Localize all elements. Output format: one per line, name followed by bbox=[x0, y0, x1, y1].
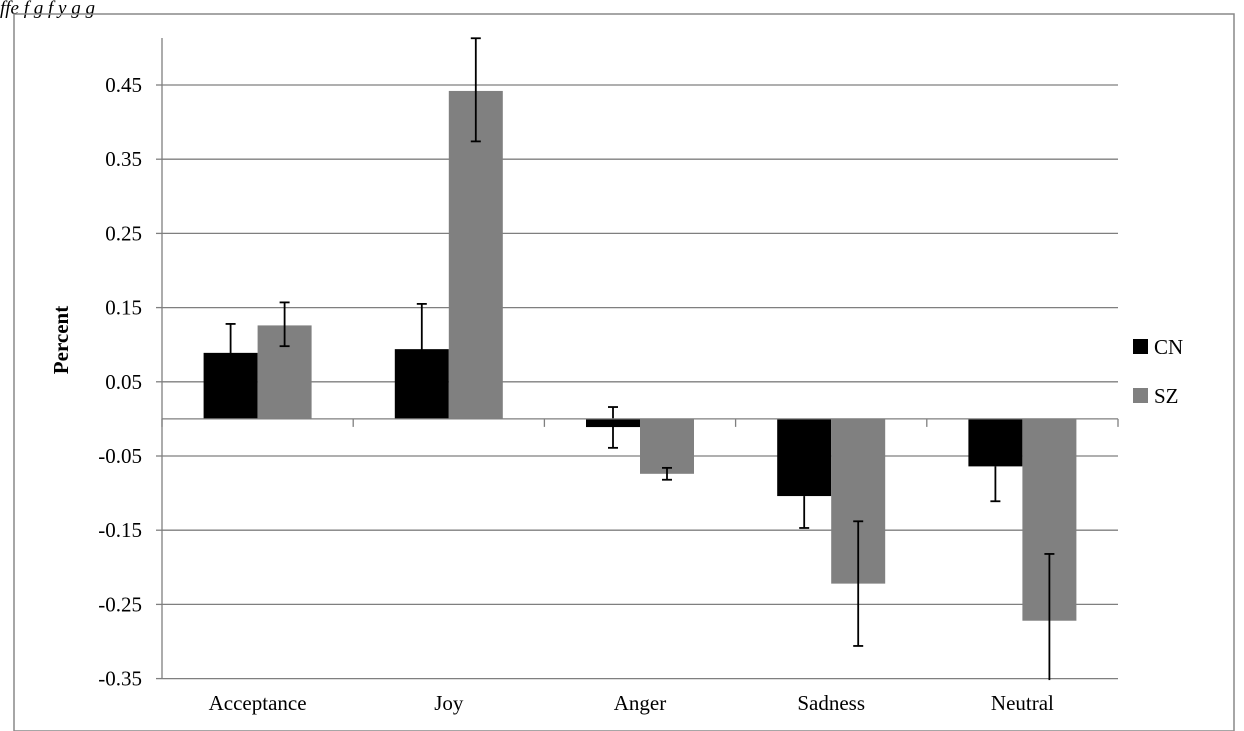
y-tick-label: -0.05 bbox=[98, 444, 142, 468]
y-tick-label: -0.35 bbox=[98, 667, 142, 691]
x-tick-label: Acceptance bbox=[209, 691, 307, 715]
bar-cn bbox=[777, 418, 832, 497]
x-tick-label: Joy bbox=[434, 691, 464, 715]
bar-sz bbox=[640, 418, 694, 474]
x-tick-label: Anger bbox=[614, 691, 666, 715]
bar-cn bbox=[968, 418, 1023, 467]
x-tick-labels: Acceptance Joy Anger Sadness Neutral bbox=[209, 691, 1054, 715]
axes bbox=[161, 38, 1119, 679]
y-tick-label: -0.15 bbox=[98, 518, 142, 542]
legend-swatch-sz bbox=[1133, 388, 1148, 403]
legend: CN SZ bbox=[1133, 335, 1183, 408]
bars bbox=[203, 90, 1077, 621]
bar-sz bbox=[448, 90, 503, 419]
legend-label-cn: CN bbox=[1154, 335, 1183, 359]
y-tick-label: -0.25 bbox=[98, 592, 142, 616]
error-bars bbox=[225, 37, 1055, 681]
gridlines bbox=[156, 84, 1118, 680]
y-tick-label: 0.45 bbox=[105, 73, 142, 97]
y-tick-label: 0.05 bbox=[105, 370, 142, 394]
legend-swatch-cn bbox=[1133, 339, 1148, 354]
chart-border bbox=[13, 13, 1235, 731]
y-tick-label: 0.35 bbox=[105, 147, 142, 171]
legend-label-sz: SZ bbox=[1154, 384, 1179, 408]
x-tick-label: Sadness bbox=[797, 691, 865, 715]
y-axis-label: Percent bbox=[49, 306, 73, 374]
y-tick-label: 0.15 bbox=[105, 296, 142, 320]
y-tick-labels: 0.45 0.35 0.25 0.15 0.05 -0.05 -0.15 -0.25 -0.35 bbox=[98, 73, 142, 691]
x-tick-label: Neutral bbox=[991, 691, 1054, 715]
y-tick-label: 0.25 bbox=[105, 221, 142, 245]
